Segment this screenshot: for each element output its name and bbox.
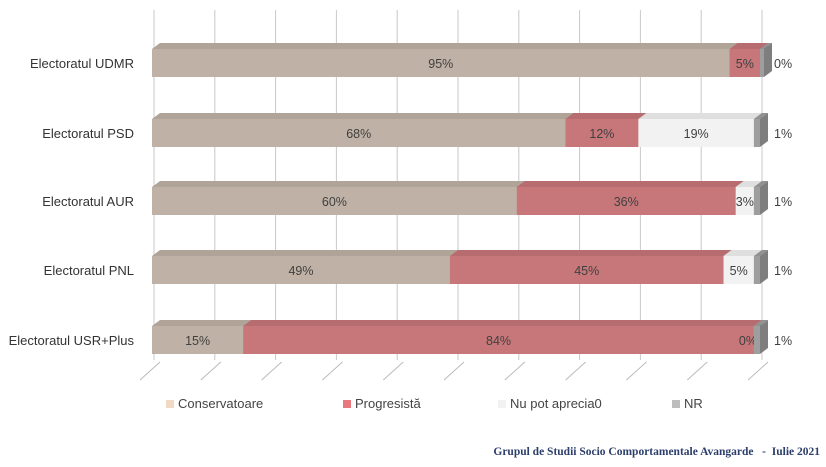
floor-line — [686, 361, 708, 381]
data-label: 95% — [428, 57, 453, 71]
floor-line — [747, 361, 769, 381]
bar-top — [753, 320, 768, 326]
data-label: 5% — [736, 57, 754, 71]
bar-segment — [735, 187, 754, 215]
bar-top — [753, 250, 768, 256]
bar-segment — [516, 187, 736, 215]
data-label: 68% — [346, 127, 371, 141]
bar-segment — [243, 326, 754, 354]
bar-top — [760, 43, 772, 49]
legend-swatch — [672, 399, 680, 408]
bar-segment — [729, 49, 760, 77]
legend-item-progresista: Progresistă — [343, 396, 421, 411]
bar-segment — [152, 256, 450, 284]
bar-top — [152, 43, 738, 49]
footer-date: Iulie 2021 — [771, 446, 820, 458]
category-label: Electoratul PSD — [42, 126, 134, 141]
bar-top — [243, 320, 762, 326]
bar-top — [516, 181, 744, 187]
bar-top — [753, 113, 768, 119]
floor-line — [504, 361, 526, 381]
bar-segment — [753, 326, 760, 354]
bar-segment — [753, 256, 760, 284]
data-label: 0% — [774, 57, 792, 71]
bar-side — [764, 43, 772, 77]
bar-segment — [753, 119, 760, 147]
data-label: 3% — [736, 195, 754, 209]
data-label: 84% — [486, 334, 511, 348]
data-label: 36% — [614, 195, 639, 209]
data-label: 45% — [574, 264, 599, 278]
footer-source: Grupul de Studii Socio Comportamentale A… — [493, 446, 820, 458]
bar-top — [152, 250, 458, 256]
footer-org: Grupul de Studii Socio Comportamentale A… — [493, 446, 754, 458]
floor-line — [626, 361, 647, 381]
legend-swatch — [498, 399, 506, 408]
legend-label: NR — [684, 396, 703, 411]
bar-top — [152, 113, 574, 119]
bar-segment — [638, 119, 754, 147]
data-label: 1% — [774, 127, 792, 141]
bar-side — [760, 113, 768, 147]
floor-line — [200, 361, 222, 381]
bar-segment — [449, 256, 724, 284]
bar-top — [753, 181, 768, 187]
legend-swatch — [166, 399, 174, 408]
data-label: 5% — [730, 264, 748, 278]
bar-segment — [723, 256, 754, 284]
bar-side — [760, 250, 768, 284]
bar-top — [729, 43, 768, 49]
floor-line — [382, 361, 404, 381]
floor-line — [443, 361, 465, 381]
legend-item-conservatoare: Conservatoare — [166, 396, 263, 411]
bar-top — [449, 250, 732, 256]
floor-line — [565, 361, 586, 381]
data-label: 0% — [739, 334, 757, 348]
data-label: 1% — [774, 195, 792, 209]
legend-swatch — [343, 399, 351, 408]
bar-segment — [152, 187, 517, 215]
bar-top — [152, 181, 525, 187]
data-label: 12% — [589, 127, 614, 141]
bar-segment — [565, 119, 639, 147]
bar-top — [723, 250, 762, 256]
stacked-bar-chart: Electoratul UDMR 95% 5% 0% Electoratul PSD 68… — [9, 10, 792, 381]
legend-label: Nu pot aprecia0 — [510, 396, 602, 411]
bar-side — [760, 181, 768, 215]
data-label: 19% — [684, 127, 709, 141]
data-label: 1% — [774, 334, 792, 348]
legend-label: Conservatoare — [178, 396, 264, 411]
data-label: 60% — [322, 195, 347, 209]
legend: Conservatoare Progresistă Nu pot aprecia… — [0, 396, 826, 412]
floor-line — [139, 361, 161, 381]
bar-top — [638, 113, 762, 119]
bar-segment — [152, 49, 730, 77]
bar-segment — [152, 326, 244, 354]
bar-segment — [753, 187, 760, 215]
bar-segment — [152, 119, 566, 147]
legend-item-nr: NR — [672, 396, 703, 411]
bar-top — [735, 181, 762, 187]
category-label: Electoratul UDMR — [30, 56, 134, 71]
data-label: 49% — [288, 264, 313, 278]
category-label: Electoratul AUR — [42, 194, 134, 209]
bar-side — [760, 320, 768, 354]
bar-top — [152, 320, 252, 326]
floor-line — [322, 361, 343, 381]
data-label: 1% — [774, 264, 792, 278]
legend-item-nu-pot-aprecia: Nu pot aprecia0 — [498, 396, 602, 411]
data-label: 15% — [185, 334, 210, 348]
bar-top — [565, 113, 647, 119]
floor-line — [261, 361, 282, 381]
legend-label: Progresistă — [355, 396, 421, 411]
bar-segment — [760, 49, 764, 77]
category-label: Electoratul PNL — [44, 263, 134, 278]
category-label: Electoratul USR+Plus — [9, 333, 135, 348]
